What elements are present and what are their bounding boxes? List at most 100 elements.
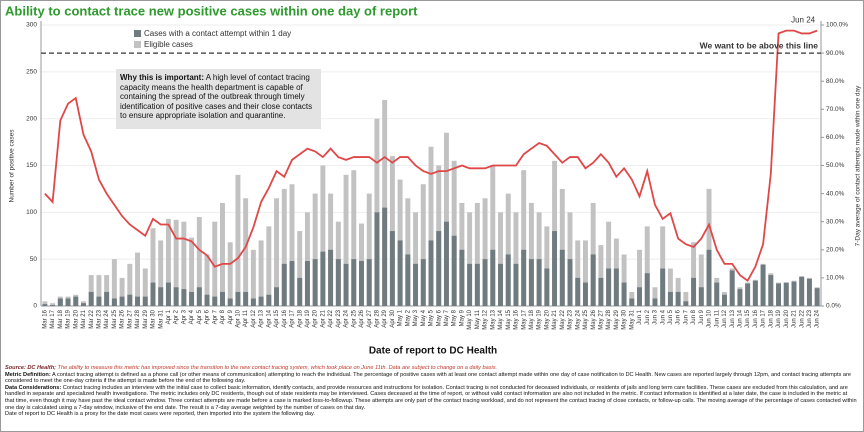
x-tick-label: Mar 27: [127, 309, 133, 328]
bar: [513, 263, 519, 306]
bar: [235, 291, 241, 306]
y-tick-label: 0: [33, 303, 37, 310]
bar: [451, 235, 457, 306]
bar: [482, 259, 488, 306]
x-tick-label: Jun 4: [660, 309, 666, 324]
x-tick-label: May 27: [598, 309, 604, 329]
x-tick-label: Apr 4: [189, 309, 195, 324]
bar: [667, 291, 673, 306]
x-tick-label: Apr 24: [344, 309, 350, 327]
x-tick-label: May 24: [575, 309, 581, 329]
bar: [637, 249, 642, 306]
bar: [698, 254, 704, 306]
bar: [220, 202, 225, 306]
x-tick-label: Apr 27: [367, 309, 373, 327]
x-tick-label: Mar 16: [42, 309, 48, 328]
bar: [173, 287, 179, 306]
bar: [783, 282, 789, 306]
bar: [567, 259, 573, 306]
bar: [250, 249, 256, 306]
y-tick-label: 200: [26, 115, 37, 122]
x-tick-label: Mar 26: [120, 309, 126, 328]
bar: [196, 217, 202, 306]
x-tick-label: May 12: [483, 309, 489, 329]
note-text: Contact tracing includes an interview wi…: [5, 384, 857, 411]
bar: [521, 170, 527, 306]
y2-tick-label: 40.0%: [826, 190, 845, 197]
bar: [96, 275, 102, 306]
x-tick-label: Jun 23: [807, 309, 813, 328]
bar: [297, 277, 303, 306]
bar: [513, 212, 519, 306]
bar: [351, 259, 357, 306]
note-label: Source: DC Health;: [5, 365, 56, 371]
bar: [652, 298, 658, 306]
x-tick-label: Mar 22: [89, 309, 95, 328]
bar: [675, 291, 681, 306]
x-tick-label: May 20: [544, 309, 550, 329]
y-axis-label: Number of positive cases: [9, 129, 16, 203]
bar: [266, 294, 272, 306]
bar: [320, 165, 326, 306]
bar: [505, 254, 511, 306]
x-tick-label: May 7: [444, 309, 450, 326]
bar: [544, 226, 550, 306]
bar: [405, 198, 411, 306]
x-tick-label: Apr 18: [297, 309, 303, 327]
bar: [606, 268, 612, 306]
bar: [304, 261, 310, 306]
bar: [691, 242, 697, 306]
x-tick-label: May 17: [521, 309, 527, 329]
x-tick-label: May 2: [405, 309, 411, 326]
x-tick-label: May 23: [568, 309, 574, 329]
bar: [405, 254, 411, 306]
bar: [320, 251, 326, 306]
y2-tick-label: 90.0%: [826, 50, 845, 57]
x-tick-label: Mar 28: [135, 309, 141, 328]
bar: [274, 198, 280, 306]
bar: [165, 218, 171, 306]
x-tick-label: Apr 29: [382, 309, 388, 327]
bar: [721, 294, 727, 306]
bar: [96, 296, 102, 306]
bar: [691, 277, 697, 306]
bar: [482, 198, 488, 306]
x-tick-label: Mar 20: [73, 309, 79, 328]
bar: [467, 263, 473, 306]
bar: [521, 249, 527, 306]
bar: [413, 263, 419, 306]
bar: [613, 268, 619, 306]
bar: [212, 296, 218, 306]
bar: [42, 301, 48, 306]
x-tick-label: Jun 24: [815, 309, 821, 328]
y2-axis-label: 7-Day average of contact attempts made w…: [855, 85, 862, 247]
bar: [397, 240, 403, 306]
bar: [111, 259, 117, 306]
bar: [590, 254, 596, 306]
x-tick-label: May 9: [459, 309, 465, 326]
note: Date of report to DC Health is a proxy f…: [5, 411, 857, 418]
bar: [799, 276, 805, 306]
bar: [81, 303, 86, 306]
bar: [204, 294, 210, 306]
bar: [451, 160, 457, 306]
bar: [737, 289, 743, 306]
x-tick-label: Apr 17: [290, 309, 296, 327]
bar: [621, 254, 627, 306]
x-tick-label: May 3: [413, 309, 419, 326]
x-tick-label: May 11: [475, 309, 481, 329]
bar: [281, 188, 287, 306]
x-tick-label: Jun 2: [645, 309, 651, 324]
bar: [806, 278, 812, 306]
bar: [165, 282, 171, 306]
bar: [536, 259, 542, 306]
y-tick-label: 100: [26, 209, 37, 216]
bar: [88, 275, 94, 306]
x-tick-label: Jun 13: [730, 309, 736, 328]
bar: [428, 240, 434, 306]
bar: [714, 282, 720, 306]
bar: [428, 146, 434, 306]
bar: [119, 296, 125, 306]
bar: [420, 259, 426, 306]
bar: [389, 231, 395, 306]
